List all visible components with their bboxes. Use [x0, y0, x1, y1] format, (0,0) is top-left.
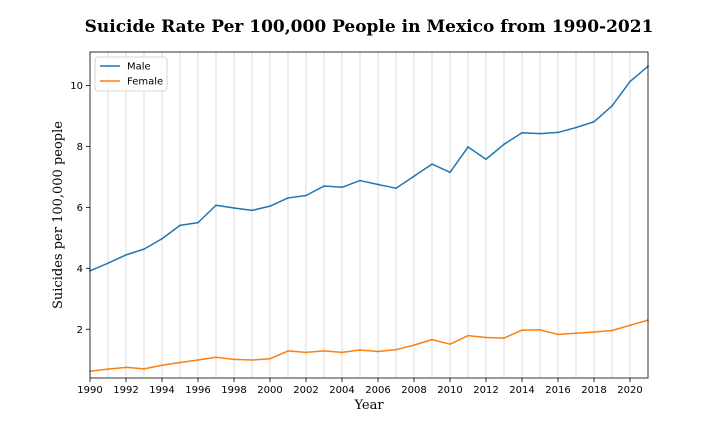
data-point-male	[269, 205, 271, 208]
data-point-female	[107, 368, 109, 371]
x-tick-label: 1996	[185, 385, 210, 396]
x-tick-label: 2006	[365, 385, 390, 396]
data-point-male	[125, 254, 127, 256]
series-line-female	[89, 319, 649, 373]
series-lines	[89, 65, 649, 373]
data-point-female	[341, 351, 343, 354]
y-axis-label: Suicides per 100,000 people	[51, 121, 66, 309]
data-point-male	[323, 185, 325, 187]
x-tick-label: 2018	[581, 385, 606, 396]
data-point-female	[629, 324, 631, 327]
x-axis-label: Year	[353, 398, 384, 413]
data-point-female	[467, 334, 469, 337]
data-point-male	[449, 171, 451, 174]
data-point-female	[377, 350, 379, 353]
legend-label: Female	[127, 77, 163, 88]
x-tick-label: 2010	[437, 385, 462, 396]
x-tick-label: 2020	[617, 385, 642, 396]
x-tick-label: 2004	[329, 385, 354, 396]
data-point-male	[377, 183, 379, 186]
data-point-male	[593, 120, 595, 123]
data-point-male	[395, 187, 397, 190]
data-point-male	[521, 131, 523, 134]
data-point-male	[413, 175, 415, 178]
data-point-female	[179, 361, 181, 364]
data-point-female	[431, 338, 433, 341]
data-point-female	[521, 329, 523, 332]
data-point-female	[413, 344, 415, 346]
data-point-male	[557, 131, 559, 134]
y-tick-label: 10	[70, 81, 83, 92]
y-axis-ticks: 2 4 6 8 10	[70, 81, 90, 336]
data-point-male	[629, 80, 631, 83]
data-point-male	[107, 262, 109, 265]
x-tick-label: 1992	[113, 385, 138, 396]
data-point-female	[143, 367, 145, 370]
data-point-female	[215, 356, 217, 359]
data-point-female	[305, 351, 307, 354]
x-tick-label: 2008	[401, 385, 426, 396]
data-point-male	[611, 105, 613, 107]
x-tick-label: 1998	[221, 385, 246, 396]
data-point-female	[485, 336, 487, 339]
x-tick-label: 2014	[509, 385, 534, 396]
data-point-female	[395, 348, 397, 351]
data-point-female	[323, 349, 325, 352]
data-point-female	[233, 358, 235, 361]
data-point-female	[359, 349, 361, 351]
y-tick-label: 4	[77, 264, 83, 275]
data-point-female	[251, 359, 253, 361]
data-point-male	[431, 163, 433, 166]
data-point-male	[197, 221, 199, 224]
x-tick-label: 1990	[77, 385, 102, 396]
chart-title: Suicide Rate Per 100,000 People in Mexic…	[85, 17, 654, 37]
data-point-male	[359, 179, 361, 182]
data-point-female	[539, 328, 541, 331]
grid-lines	[107, 52, 631, 378]
x-tick-label: 2002	[293, 385, 318, 396]
data-point-female	[575, 332, 577, 335]
x-tick-label: 2000	[257, 385, 282, 396]
data-point-male	[251, 209, 253, 212]
data-point-male	[341, 186, 343, 189]
data-point-male	[305, 194, 307, 197]
data-point-female	[287, 349, 289, 352]
data-point-male	[539, 132, 541, 135]
legend: Male Female	[94, 56, 168, 92]
data-point-male	[485, 158, 487, 161]
data-point-female	[593, 331, 595, 333]
data-point-female	[125, 366, 127, 369]
data-point-male	[143, 248, 145, 251]
x-tick-label: 1994	[149, 385, 174, 396]
data-point-female	[611, 329, 613, 332]
data-point-female	[557, 333, 559, 336]
x-axis-ticks: 1990 1992 1994 1996 1998 2000 2002 2004 2006 2008…	[77, 378, 643, 396]
legend-label: Male	[127, 62, 151, 73]
data-point-female	[503, 337, 505, 339]
y-tick-label: 2	[77, 325, 83, 336]
plot-frame	[89, 51, 649, 379]
data-point-male	[503, 143, 505, 146]
data-point-female	[449, 343, 451, 346]
data-point-male	[233, 207, 235, 209]
y-tick-label: 6	[77, 203, 83, 214]
y-tick-label: 8	[77, 142, 83, 153]
data-point-male	[575, 126, 577, 129]
data-point-female	[197, 359, 199, 361]
series-line-male	[89, 65, 649, 272]
data-point-male	[287, 197, 289, 199]
data-point-female	[269, 357, 271, 360]
x-tick-label: 2012	[473, 385, 498, 396]
data-point-male	[215, 204, 217, 207]
data-point-male	[467, 146, 469, 148]
data-point-male	[179, 224, 181, 227]
x-tick-label: 2016	[545, 385, 570, 396]
data-point-male	[161, 237, 163, 240]
data-point-female	[161, 364, 163, 367]
